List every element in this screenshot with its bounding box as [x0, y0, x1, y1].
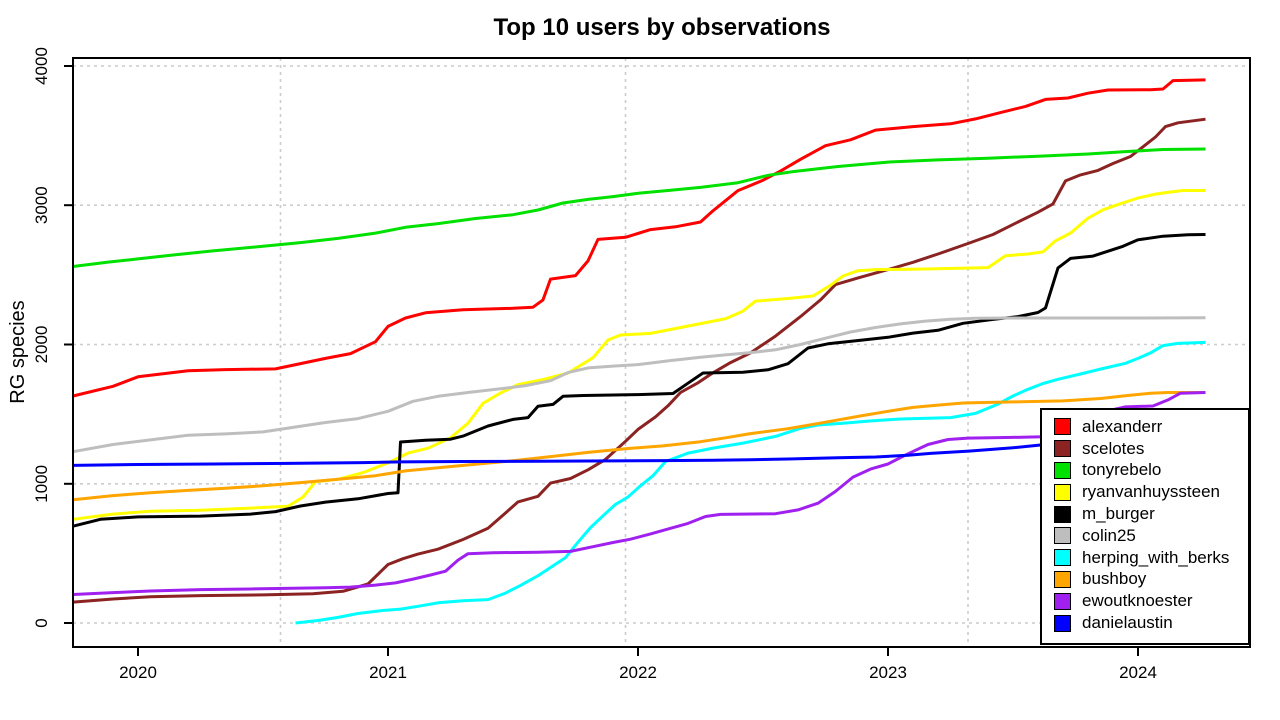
legend-item-ryanvanhuyssteen: ryanvanhuyssteen	[1042, 481, 1248, 503]
line-ryanvanhuyssteen	[72, 189, 1206, 521]
legend-label: herping_with_berks	[1082, 547, 1230, 567]
legend-item-danielaustin: danielaustin	[1042, 612, 1248, 634]
legend-item-ewoutknoester: ewoutknoester	[1042, 590, 1248, 612]
line-bushboy	[72, 391, 1206, 502]
legend-item-herping_with_berks: herping_with_berks	[1042, 547, 1248, 569]
legend-label: alexanderr	[1082, 416, 1163, 436]
legend-swatch-herping_with_berks	[1054, 549, 1071, 567]
legend-item-tonyrebelo: tonyrebelo	[1042, 460, 1248, 482]
y-axis-label: RG species	[7, 300, 29, 404]
legend-item-scelotes: scelotes	[1042, 438, 1248, 460]
legend-swatch-ryanvanhuyssteen	[1054, 483, 1071, 501]
y-tick-label: 4000	[32, 47, 51, 85]
y-tick-label: 0	[32, 618, 51, 627]
y-axis: 0 1000 2000 3000 4000	[32, 47, 73, 628]
legend-label: ewoutknoester	[1082, 591, 1193, 611]
x-tick-label: 2023	[869, 663, 907, 682]
legend-swatch-alexanderr	[1054, 418, 1071, 436]
line-herping_with_berks	[295, 340, 1206, 625]
legend-label: m_burger	[1082, 504, 1155, 524]
line-colin25	[72, 316, 1206, 454]
legend-item-bushboy: bushboy	[1042, 569, 1248, 591]
x-tick-label: 2020	[119, 663, 157, 682]
x-tick-label: 2022	[619, 663, 657, 682]
legend-label: danielaustin	[1082, 613, 1173, 633]
legend-label: scelotes	[1082, 438, 1145, 458]
line-scelotes	[72, 117, 1206, 604]
legend-swatch-ewoutknoester	[1054, 592, 1071, 610]
line-danielaustin	[72, 428, 1206, 467]
x-tick-label: 2021	[369, 663, 407, 682]
y-tick-label: 3000	[32, 186, 51, 224]
x-tick-label: 2024	[1119, 663, 1157, 682]
legend-label: ryanvanhuyssteen	[1082, 482, 1220, 502]
legend-swatch-danielaustin	[1054, 614, 1071, 632]
legend-swatch-colin25	[1054, 527, 1071, 545]
legend-label: bushboy	[1082, 569, 1147, 589]
legend-label: colin25	[1082, 525, 1136, 545]
plot-border	[72, 57, 1251, 648]
y-tick-label: 2000	[32, 326, 51, 364]
y-tick-label: 1000	[32, 465, 51, 503]
legend-item-colin25: colin25	[1042, 525, 1248, 547]
line-alexanderr	[72, 78, 1206, 398]
legend-item-m_burger: m_burger	[1042, 503, 1248, 525]
series-lines	[72, 78, 1206, 625]
legend-swatch-bushboy	[1054, 570, 1071, 588]
legend-item-alexanderr: alexanderr	[1042, 416, 1248, 438]
line-ewoutknoester	[72, 391, 1206, 596]
legend-swatch-scelotes	[1054, 440, 1071, 458]
legend: alexanderr scelotes tonyrebelo ryanvanhuyss…	[1040, 408, 1250, 645]
legend-label: tonyrebelo	[1082, 460, 1162, 480]
legend-swatch-m_burger	[1054, 505, 1071, 523]
legend-swatch-tonyrebelo	[1054, 461, 1071, 479]
line-m_burger	[72, 233, 1206, 528]
x-axis: 2020 2021 2022 2023 2024	[119, 647, 1157, 682]
line-tonyrebelo	[72, 147, 1206, 268]
chart-title: Top 10 users by observations	[493, 14, 831, 41]
